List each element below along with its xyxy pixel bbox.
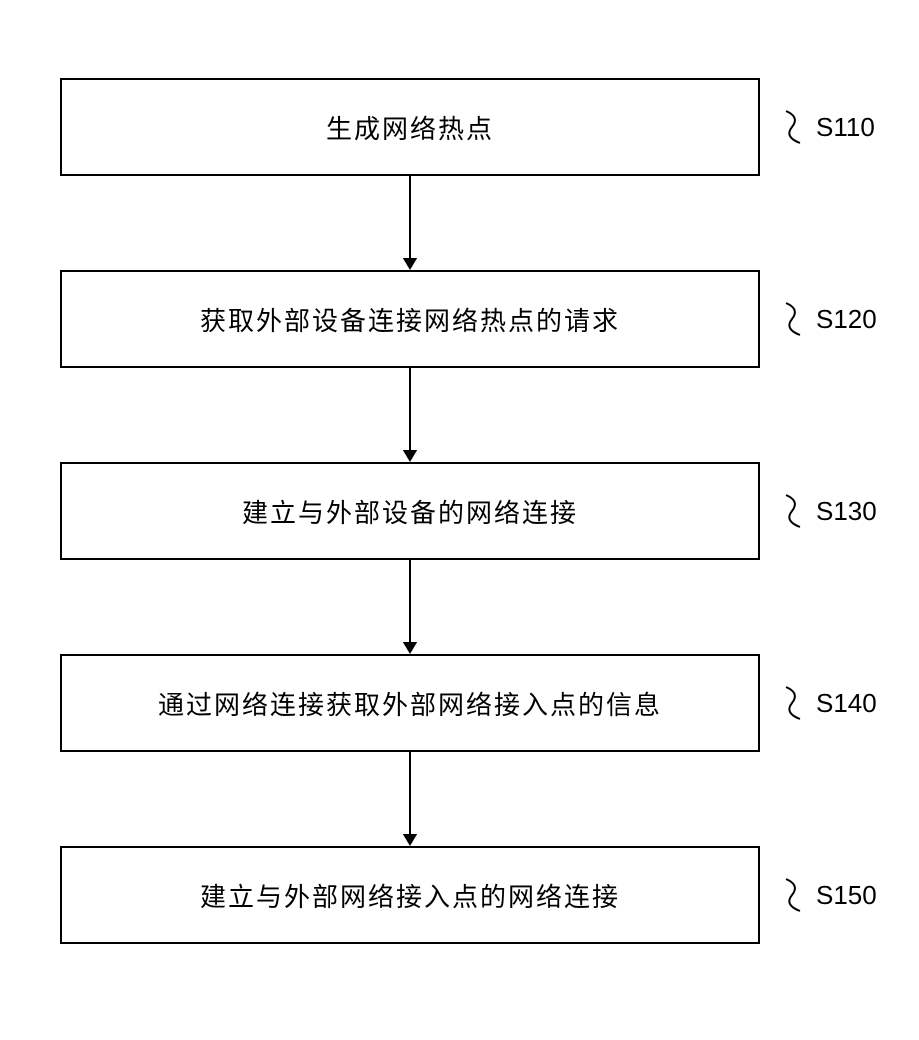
flow-arrow-icon <box>0 368 919 462</box>
flow-step-box: 生成网络热点 <box>60 78 760 176</box>
flow-step-label: S120 <box>816 304 877 335</box>
flow-step-text: 建立与外部网络接入点的网络连接 <box>200 877 620 914</box>
flow-step-label: S110 <box>816 112 875 143</box>
connector-tilde-icon <box>778 491 808 531</box>
flow-step-row: 建立与外部设备的网络连接 S130 <box>0 462 919 560</box>
connector-tilde-icon <box>778 875 808 915</box>
flow-step-box: 建立与外部设备的网络连接 <box>60 462 760 560</box>
flow-step-row: 建立与外部网络接入点的网络连接 S150 <box>0 846 919 944</box>
flow-step-row: 生成网络热点 S110 <box>0 78 919 176</box>
flow-step-box: 获取外部设备连接网络热点的请求 <box>60 270 760 368</box>
flow-step-row: 通过网络连接获取外部网络接入点的信息 S140 <box>0 654 919 752</box>
flow-arrow-icon <box>0 176 919 270</box>
flow-step-box: 建立与外部网络接入点的网络连接 <box>60 846 760 944</box>
flow-arrow-icon <box>0 752 919 846</box>
flow-step-text: 通过网络连接获取外部网络接入点的信息 <box>158 685 662 722</box>
flow-step-text: 获取外部设备连接网络热点的请求 <box>200 301 620 338</box>
flowchart-container: 生成网络热点 S110 获取外部设备连接网络热点的请求 S120 建立与外部设备的网络连… <box>0 40 919 1040</box>
flow-arrow-icon <box>0 560 919 654</box>
connector-tilde-icon <box>778 683 808 723</box>
flow-step-text: 生成网络热点 <box>326 109 494 146</box>
connector-tilde-icon <box>778 299 808 339</box>
flow-step-label: S150 <box>816 880 877 911</box>
flow-step-label: S140 <box>816 688 877 719</box>
flow-step-box: 通过网络连接获取外部网络接入点的信息 <box>60 654 760 752</box>
flow-step-label: S130 <box>816 496 877 527</box>
connector-tilde-icon <box>778 107 808 147</box>
flow-step-row: 获取外部设备连接网络热点的请求 S120 <box>0 270 919 368</box>
flow-step-text: 建立与外部设备的网络连接 <box>242 493 578 530</box>
